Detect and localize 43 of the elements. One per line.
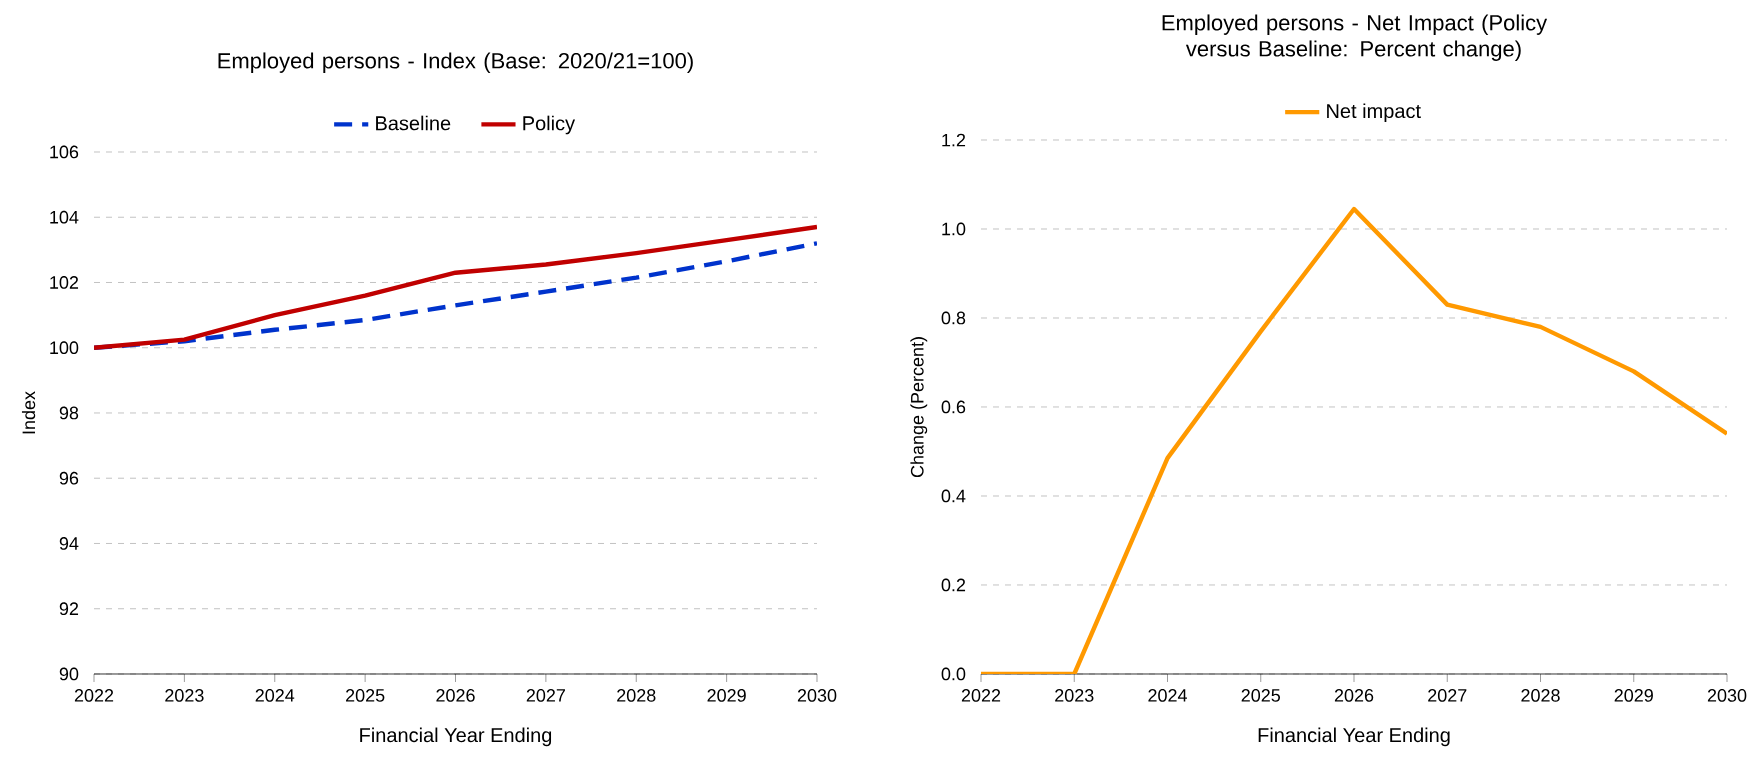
y-tick-label: 102 xyxy=(50,276,79,289)
y-tick-label: 100 xyxy=(50,341,79,355)
x-tick-label: 2028 xyxy=(617,689,656,702)
x-tick-label: 2022 xyxy=(74,689,114,702)
x-tick-label: 2030 xyxy=(797,689,837,702)
y-tick-label: 0.6 xyxy=(941,400,966,414)
x-tick-label: 2027 xyxy=(526,689,565,702)
chart-title: Employed persons - Index (Base: 2020/21=100) xyxy=(218,52,693,73)
y-tick-label: 106 xyxy=(50,145,79,159)
x-tick-label: 2028 xyxy=(1521,689,1560,702)
x-tick-label: 2030 xyxy=(1707,689,1747,702)
y-tick-label: 94 xyxy=(59,537,79,550)
x-tick-label: 2025 xyxy=(346,689,385,702)
y-tick-label: 0.8 xyxy=(941,311,966,325)
x-tick-label: 2022 xyxy=(961,689,1001,702)
x-tick-label: 2025 xyxy=(1241,689,1281,702)
x-tick-label: 2027 xyxy=(1428,689,1467,702)
y-tick-label: 0.2 xyxy=(941,578,966,592)
x-tick-label: 2024 xyxy=(1148,689,1187,702)
y-tick-label: 90 xyxy=(59,667,79,681)
y-tick-label: 92 xyxy=(59,602,79,616)
legend-label: Baseline xyxy=(376,115,451,131)
legend-label: Net impact xyxy=(1327,103,1421,123)
y-tick-label: 0.4 xyxy=(941,489,966,503)
chart-title: Employed persons - Net Impact (Policy versus Baseline: Percent change) xyxy=(1162,14,1548,61)
x-tick-label: 2023 xyxy=(1055,689,1094,702)
y-tick-label: 0.0 xyxy=(941,667,966,681)
x-tick-label: 2026 xyxy=(1334,689,1374,702)
x-axis-title: Financial Year Ending xyxy=(1258,727,1450,747)
x-tick-label: 2029 xyxy=(707,689,746,702)
y-tick-label: 98 xyxy=(59,406,79,420)
y-tick-label: 96 xyxy=(59,471,79,485)
legend-label: Policy xyxy=(523,115,576,135)
x-axis-title: Financial Year Ending xyxy=(360,727,552,747)
x-tick-label: 2023 xyxy=(165,689,204,702)
x-tick-label: 2026 xyxy=(436,689,475,702)
y-axis-title: Change (Percent) xyxy=(910,337,928,478)
y-tick-label: 1.0 xyxy=(942,222,966,236)
x-tick-label: 2024 xyxy=(255,689,295,702)
y-tick-label: 1.2 xyxy=(942,133,966,147)
y-axis-title: Index xyxy=(21,391,36,434)
x-tick-label: 2029 xyxy=(1614,689,1653,702)
y-tick-label: 104 xyxy=(50,210,79,224)
